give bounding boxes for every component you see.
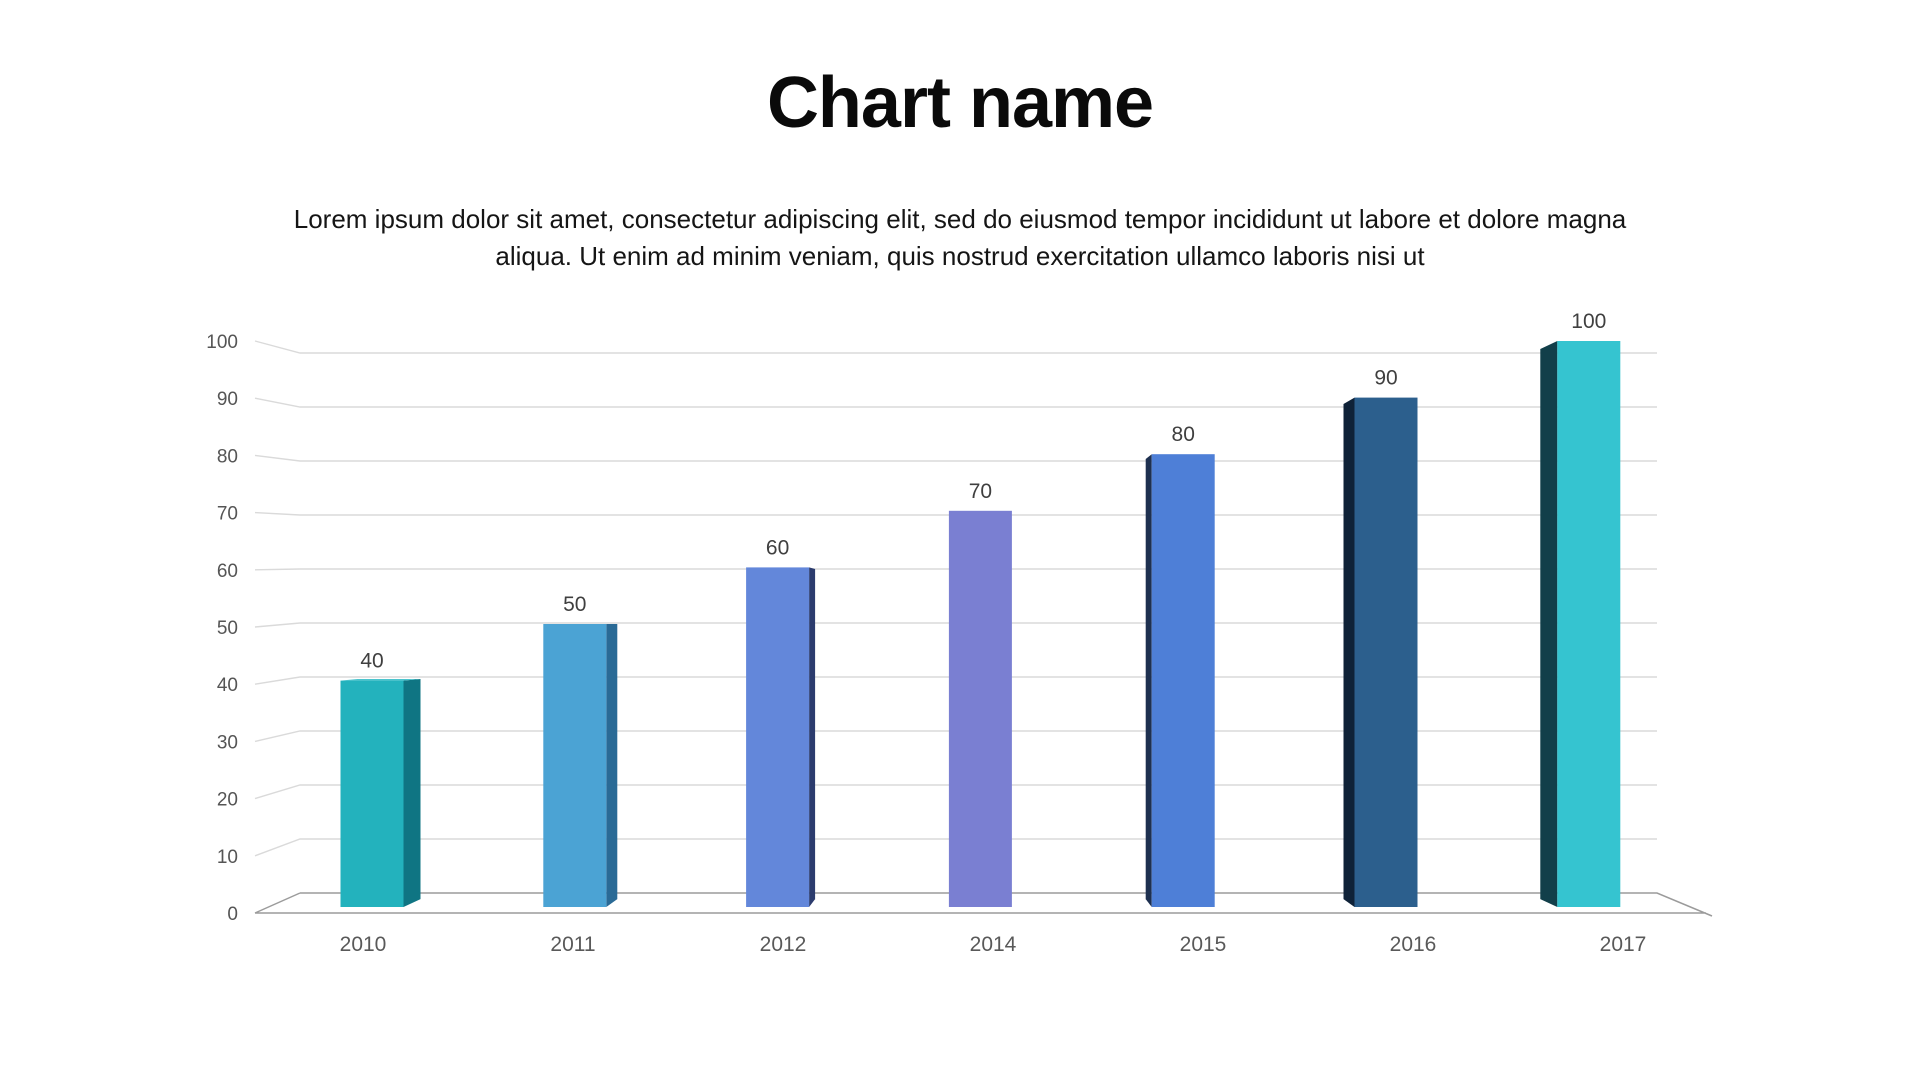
category-label: 2015 bbox=[1180, 933, 1227, 956]
gridline bbox=[254, 340, 1657, 354]
bar-side-face bbox=[403, 679, 421, 907]
data-label: 80 bbox=[1172, 423, 1195, 446]
y-axis-tick-label: 70 bbox=[217, 504, 238, 525]
bar-front-face bbox=[1354, 397, 1418, 907]
y-axis-tick-label: 20 bbox=[217, 790, 238, 811]
data-label: 40 bbox=[360, 650, 383, 673]
bar-front-face bbox=[340, 680, 404, 907]
subtitle-line-2: aliqua. Ut enim ad minim veniam, quis no… bbox=[495, 241, 1425, 271]
bar-2016[interactable]: 90 bbox=[1343, 367, 1418, 907]
bar-front-face bbox=[1151, 454, 1215, 907]
subtitle-line-1: Lorem ipsum dolor sit amet, consectetur … bbox=[293, 204, 1627, 234]
gridline bbox=[254, 454, 1657, 462]
bar-2011[interactable]: 50 bbox=[543, 593, 618, 907]
chart-title: Chart name bbox=[766, 63, 1154, 143]
category-label: 2016 bbox=[1390, 933, 1437, 956]
y-axis-tick-label: 50 bbox=[217, 618, 238, 639]
data-label: 100 bbox=[1571, 310, 1606, 333]
data-label: 50 bbox=[563, 593, 586, 616]
bar-2014[interactable]: 70 bbox=[948, 480, 1012, 907]
bar-front-face bbox=[1557, 341, 1621, 907]
data-label: 60 bbox=[766, 536, 789, 559]
bar-2017[interactable]: 100 bbox=[1540, 310, 1621, 907]
y-axis-tick-label: 40 bbox=[217, 675, 238, 696]
category-label: 2017 bbox=[1600, 933, 1647, 956]
y-axis-tick-label: 0 bbox=[227, 904, 238, 925]
y-axis-tick-label: 100 bbox=[206, 332, 238, 353]
y-axis-tick-label: 80 bbox=[217, 446, 238, 467]
category-label: 2010 bbox=[340, 933, 387, 956]
bar-front-face bbox=[746, 567, 810, 907]
category-label: 2012 bbox=[760, 933, 807, 956]
chart-subtitle: Lorem ipsum dolor sit amet, consectetur … bbox=[0, 201, 1920, 275]
bar-side-face bbox=[1540, 341, 1558, 907]
bar-side-face bbox=[606, 624, 618, 907]
y-axis-tick-label: 10 bbox=[217, 847, 238, 868]
data-label: 90 bbox=[1374, 367, 1397, 390]
bar-front-face bbox=[543, 624, 607, 907]
data-label: 70 bbox=[969, 480, 992, 503]
gridline bbox=[254, 397, 1657, 408]
bar-2012[interactable]: 60 bbox=[746, 536, 816, 907]
bar-side-face bbox=[1343, 397, 1355, 907]
category-label: 2011 bbox=[550, 933, 595, 956]
bar-2010[interactable]: 40 bbox=[340, 650, 421, 907]
bar-side-face bbox=[809, 567, 816, 907]
category-label: 2014 bbox=[970, 933, 1017, 956]
bar-side-face bbox=[1145, 454, 1152, 907]
y-axis-tick-label: 30 bbox=[217, 732, 238, 753]
bar-top-face bbox=[340, 679, 421, 681]
y-axis-tick-label: 60 bbox=[217, 561, 238, 582]
bar-front-face bbox=[948, 510, 1012, 907]
y-axis-tick-label: 90 bbox=[217, 389, 238, 410]
bar-2015[interactable]: 80 bbox=[1145, 423, 1215, 907]
